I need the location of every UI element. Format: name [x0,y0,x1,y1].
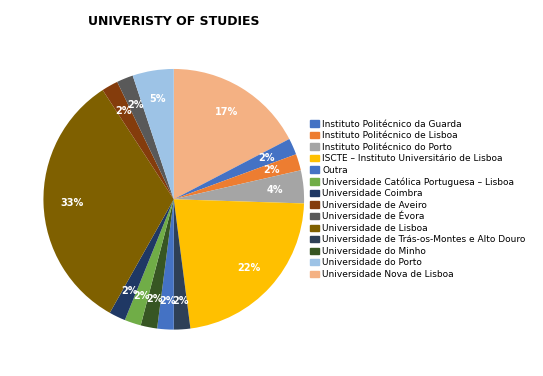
Wedge shape [125,199,174,325]
Wedge shape [117,76,174,199]
Text: 4%: 4% [267,185,283,194]
Text: 2%: 2% [116,106,132,116]
Text: 2%: 2% [134,291,150,301]
Text: 2%: 2% [172,296,188,306]
Text: 2%: 2% [263,165,280,175]
Text: 2%: 2% [128,100,144,110]
Text: 33%: 33% [60,197,84,208]
Wedge shape [174,154,301,199]
Text: 2%: 2% [122,286,138,296]
Wedge shape [174,199,191,330]
Wedge shape [132,69,174,199]
Text: 2%: 2% [258,153,275,163]
Wedge shape [174,199,304,329]
Wedge shape [174,170,304,203]
Legend: Instituto Politécnico da Guarda, Instituto Politécnico de Lisboa, Instituto Poli: Instituto Politécnico da Guarda, Institu… [308,118,527,281]
Text: 17%: 17% [215,108,238,117]
Wedge shape [141,199,174,329]
Text: 2%: 2% [159,296,175,306]
Wedge shape [103,82,174,199]
Wedge shape [43,90,174,313]
Wedge shape [157,199,174,330]
Wedge shape [174,139,296,199]
Text: 5%: 5% [149,94,166,104]
Wedge shape [174,69,289,199]
Text: 2%: 2% [146,294,162,304]
Title: UNIVERISTY OF STUDIES: UNIVERISTY OF STUDIES [88,15,260,28]
Text: 22%: 22% [237,262,261,273]
Wedge shape [110,199,174,320]
